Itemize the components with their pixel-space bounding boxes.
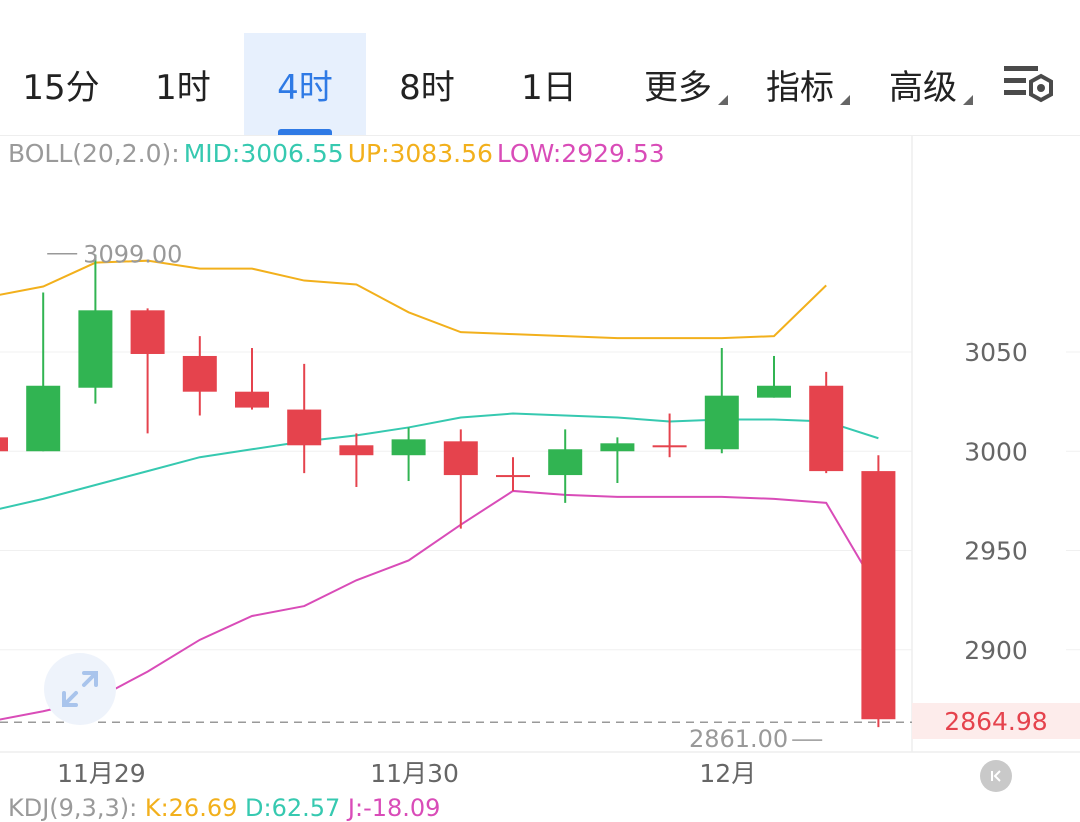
- x-tick-label: 11月30: [370, 759, 459, 788]
- dropdown-caret-icon: [963, 95, 973, 105]
- boll-name: BOLL(20,2.0):: [8, 139, 180, 168]
- candle-body: [130, 310, 165, 354]
- kdj-name: KDJ(9,3,3):: [8, 794, 138, 822]
- y-tick-label: 3000: [964, 437, 1028, 466]
- tab-label: 1时: [155, 67, 211, 108]
- candle-body: [287, 409, 322, 446]
- candle-body: [443, 441, 478, 476]
- tab-label: 更多: [644, 67, 712, 108]
- boll-low-line: [0, 489, 880, 721]
- tab-8h[interactable]: 8时: [366, 33, 488, 135]
- boll-up-line: [0, 259, 827, 340]
- candle-body: [496, 475, 530, 478]
- candle-body: [757, 385, 791, 398]
- boll-legend: BOLL(20,2.0): MID:3006.55 UP:3083.56 LOW:29…: [8, 139, 669, 168]
- chart-grid: [0, 135, 1080, 753]
- x-tick-label: 12月: [699, 759, 756, 788]
- tab-4h[interactable]: 4时: [244, 33, 366, 135]
- tab-label: 4时: [277, 67, 333, 108]
- kdj-d-value: D:62.57: [245, 794, 341, 822]
- tab-label: 高级: [889, 67, 957, 108]
- active-tab-indicator: [278, 129, 332, 135]
- scroll-to-start-button[interactable]: [980, 760, 1012, 792]
- tab-label: 15分: [22, 67, 100, 108]
- y-tick-label: 3050: [964, 338, 1028, 367]
- tab-label: 指标: [766, 67, 834, 108]
- candle-body: [235, 391, 269, 408]
- y-tick-label: 2900: [964, 636, 1028, 665]
- kdj-j-value: J:-18.09: [347, 794, 441, 822]
- fullscreen-button[interactable]: [44, 653, 116, 725]
- max-price-label: 3099.00: [83, 241, 182, 269]
- boll-low-value: LOW:2929.53: [496, 139, 665, 168]
- candle-body: [78, 310, 113, 388]
- y-tick-label: 2950: [964, 537, 1028, 566]
- tab-1h[interactable]: 1时: [122, 33, 244, 135]
- candle-body: [548, 449, 583, 476]
- boll-mid-value: MID:3006.55: [183, 139, 344, 168]
- candles: [0, 254, 896, 728]
- last-price-value: 2864.98: [944, 706, 1048, 736]
- x-axis: 11月29 11月30 12月: [57, 759, 756, 788]
- tab-label: 8时: [399, 67, 455, 108]
- x-tick-label: 11月29: [57, 759, 146, 788]
- candle-body: [339, 445, 374, 456]
- chart-settings-icon[interactable]: [1002, 62, 1058, 108]
- boll-up-value: UP:3083.56: [347, 139, 493, 168]
- candle-body: [182, 355, 217, 392]
- candle-body: [0, 437, 8, 452]
- tab-advanced[interactable]: 高级: [873, 33, 973, 135]
- tab-15m[interactable]: 15分: [0, 33, 122, 135]
- candle-body: [809, 385, 844, 472]
- y-axis: 3050 3000 2950 2900: [964, 338, 1028, 665]
- skip-left-icon: [991, 770, 1001, 782]
- candle-body: [391, 439, 426, 456]
- candle-body: [861, 471, 896, 720]
- tab-label: 1日: [521, 67, 577, 108]
- kdj-legend: KDJ(9,3,3): K:26.69 D:62.57 J:-18.09: [8, 794, 440, 822]
- dropdown-caret-icon: [840, 95, 850, 105]
- tab-more[interactable]: 更多: [628, 33, 728, 135]
- min-price-label: 2861.00: [689, 725, 788, 753]
- dropdown-caret-icon: [718, 95, 728, 105]
- tab-indicators[interactable]: 指标: [750, 33, 850, 135]
- timeframe-tabbar: 15分 1时 4时 8时 1日 更多 指标 高级: [0, 0, 1080, 136]
- last-price-tag: 2864.98: [912, 703, 1080, 739]
- kdj-k-value: K:26.69: [144, 794, 238, 822]
- candle-body: [704, 395, 739, 450]
- expand-arrows-icon: [62, 671, 98, 707]
- candle-body: [26, 385, 61, 452]
- tab-1d[interactable]: 1日: [488, 33, 610, 135]
- candle-body: [652, 445, 687, 448]
- annotations: 3099.00 2861.00: [0, 241, 912, 753]
- candle-body: [600, 443, 635, 452]
- boll-mid-line: [0, 412, 879, 510]
